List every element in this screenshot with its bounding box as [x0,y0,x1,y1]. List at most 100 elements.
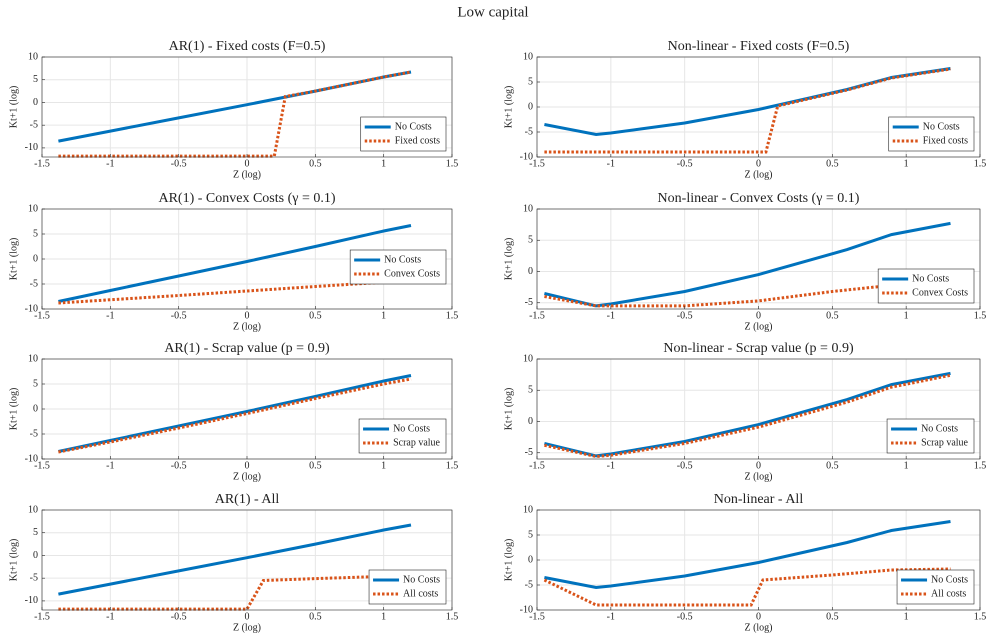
legend: No Costs Fixed costs [360,116,447,152]
y-tick-label: 10 [28,203,38,214]
x-tick-label: 0 [245,310,250,321]
x-tick-label: 1.5 [446,158,459,169]
y-tick-label: -5 [525,579,533,590]
x-tick-label: 0.5 [826,310,839,321]
x-axis-label: Z (log) [744,622,772,633]
x-tick-label: 0 [756,460,761,471]
x-tick-label: 0.5 [309,460,322,471]
chart-title: Non-linear - Convex Costs (γ = 0.1) [658,191,860,206]
y-tick-label: 10 [523,504,533,515]
y-tick-label: 0 [528,101,533,112]
legend-box [886,418,975,454]
y-tick-label: 10 [28,353,38,364]
x-tick-label: -0.5 [677,460,693,471]
legend-label: Convex Costs [912,287,968,298]
legend-label: No Costs [931,574,968,585]
x-tick-label: -1 [607,158,615,169]
y-tick-label: 10 [523,51,533,62]
chart-title: Non-linear - All [714,492,804,507]
x-tick-label: -1.5 [529,158,545,169]
x-tick-label: 0.5 [826,460,839,471]
legend-label: Fixed costs [395,135,440,146]
x-tick-label: 1 [381,158,386,169]
x-tick-label: 1 [904,460,909,471]
x-tick-label: 0.5 [309,158,322,169]
x-axis-label: Z (log) [744,321,772,332]
x-tick-label: -0.5 [171,310,187,321]
legend-label: Fixed costs [923,135,968,146]
legend-box [896,569,975,605]
legend-label: No Costs [923,121,960,132]
legend-label: No Costs [403,574,440,585]
data-line [58,70,412,143]
y-tick-label: 0 [528,266,533,277]
y-axis-label: Kt+1 (log) [8,86,19,129]
legend: No Costs Scrap value [358,418,447,454]
x-tick-label: -0.5 [171,158,187,169]
x-tick-label: -1 [607,611,615,622]
legend-box [360,116,447,152]
y-tick-label: -10 [25,453,38,464]
x-tick-label: -0.5 [677,611,693,622]
y-tick-label: -10 [520,604,533,615]
legend-box [358,418,447,454]
x-axis-label: Z (log) [233,169,261,180]
y-tick-label: -5 [30,572,38,583]
y-tick-label: -5 [525,297,533,308]
y-axis-label: Kt+1 (log) [503,388,514,431]
y-axis-label: Kt+1 (log) [8,388,19,431]
data-line [544,520,951,590]
legend-label: No Costs [912,273,949,284]
y-axis-label: Kt+1 (log) [8,238,19,281]
y-tick-label: 0 [528,554,533,565]
x-tick-label: 1.5 [974,158,987,169]
x-tick-label: -1.5 [34,158,50,169]
legend: No Costs All costs [368,569,447,605]
chart-title: Non-linear - Fixed costs (F=0.5) [668,39,850,54]
legend-box [368,569,447,605]
legend-label: Scrap value [921,437,968,448]
legend: No Costs Fixed costs [888,116,975,152]
x-tick-label: 0 [756,158,761,169]
x-tick-label: 1 [904,611,909,622]
x-axis-label: Z (log) [744,471,772,482]
y-tick-label: 5 [528,235,533,246]
x-tick-label: 1.5 [446,611,459,622]
y-tick-label: -5 [30,278,38,289]
chart-title: AR(1) - All [215,492,280,507]
legend-box [877,268,975,304]
y-tick-label: 0 [33,97,38,108]
y-tick-label: 0 [33,550,38,561]
y-tick-label: 5 [528,76,533,87]
legend-label: No Costs [395,121,432,132]
x-tick-label: 1.5 [446,460,459,471]
legend: No Costs Convex Costs [877,268,975,304]
y-tick-label: -5 [525,126,533,137]
y-tick-label: 5 [33,378,38,389]
chart-title: AR(1) - Convex Costs (γ = 0.1) [158,191,335,206]
x-tick-label: 1.5 [974,611,987,622]
x-tick-label: -1.5 [34,460,50,471]
x-axis-label: Z (log) [233,622,261,633]
x-tick-label: -0.5 [171,460,187,471]
y-tick-label: 0 [528,416,533,427]
legend-label: Convex Costs [384,268,440,279]
legend-label: Scrap value [393,437,440,448]
y-tick-label: 5 [33,74,38,85]
legend-box [888,116,975,152]
chart-title: AR(1) - Scrap value (p = 0.9) [164,341,330,356]
y-tick-label: 10 [28,504,38,515]
y-tick-label: 5 [528,385,533,396]
x-tick-label: -1 [106,310,114,321]
x-tick-label: 1 [381,310,386,321]
data-line [544,67,951,154]
x-tick-label: 1 [904,158,909,169]
legend-label: All costs [931,588,966,599]
x-tick-label: -0.5 [171,611,187,622]
x-tick-label: 0 [245,460,250,471]
y-tick-label: -10 [25,303,38,314]
x-tick-label: 0 [245,611,250,622]
y-tick-label: 10 [28,51,38,62]
x-tick-label: -0.5 [677,158,693,169]
legend: No Costs All costs [896,569,975,605]
